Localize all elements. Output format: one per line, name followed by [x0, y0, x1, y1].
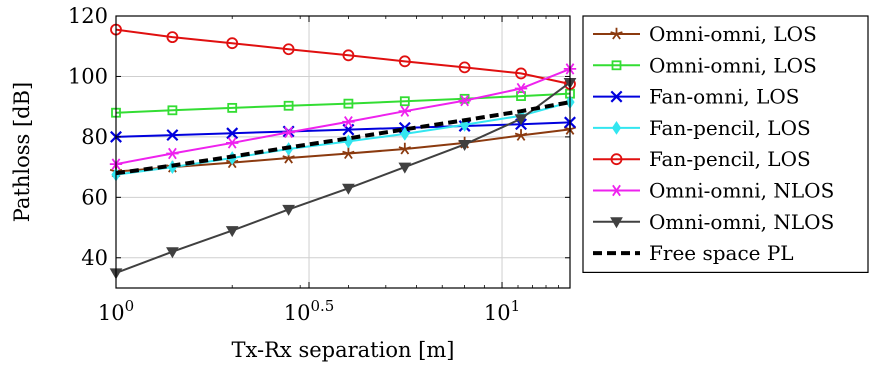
series-0 — [109, 123, 577, 178]
legend: Omni-omni, LOS Omni-omni, LOS Fan-omni, LO… — [582, 15, 869, 273]
series-7 — [115, 100, 571, 176]
legend-frame — [582, 15, 869, 273]
legend-entry-7: Free space PL — [593, 241, 794, 265]
series-4-point-6 — [458, 61, 471, 74]
series-0-point-7 — [514, 129, 528, 141]
x-tick-label-0: 100 — [98, 297, 134, 325]
series-6-point-1 — [166, 247, 179, 259]
legend-label-5: Omni-omni, NLOS — [649, 179, 834, 203]
series-4-point-1 — [166, 31, 179, 44]
series-4 — [110, 23, 576, 90]
legend-marker-4 — [610, 153, 623, 166]
series-4-point-2 — [226, 37, 239, 50]
legend-entry-5: Omni-omni, NLOS — [593, 179, 834, 203]
legend-label-3: Fan-pencil, LOS — [649, 116, 811, 140]
series-line-7 — [115, 100, 571, 176]
series-4-point-3 — [282, 43, 295, 56]
plot-frame — [115, 15, 571, 289]
series-5-point-2 — [226, 137, 239, 149]
legend-marker-1 — [611, 60, 622, 71]
legend-label-1: Omni-omni, LOS — [649, 53, 817, 77]
y-tick-label-1: 60 — [81, 185, 108, 209]
legend-entry-3: Fan-pencil, LOS — [593, 116, 811, 140]
series-layer — [109, 23, 577, 280]
y-tick-label-4: 120 — [68, 4, 108, 28]
y-axis-title: Pathloss [dB] — [10, 82, 34, 223]
series-5-point-6 — [458, 94, 471, 107]
grid-lines — [115, 15, 570, 288]
series-1-point-2 — [227, 102, 238, 113]
series-1-point-4 — [343, 98, 354, 109]
x-tick-label-2: 101 — [484, 297, 520, 325]
series-4-point-5 — [398, 55, 411, 68]
series-3-point-5 — [400, 126, 410, 141]
series-5-point-3 — [282, 126, 295, 139]
y-tick-label-3: 100 — [68, 64, 108, 88]
series-1-point-7 — [516, 91, 526, 101]
series-6-point-2 — [225, 226, 239, 238]
series-6 — [109, 77, 577, 280]
series-1-point-1 — [167, 105, 178, 116]
x-tick-label-1: 100.5 — [284, 297, 335, 325]
legend-marker-6 — [610, 217, 623, 229]
legend-marker-2 — [610, 90, 623, 103]
series-0-point-5 — [398, 142, 411, 155]
legend-entry-0: Omni-omni, LOS — [593, 22, 817, 46]
x-axis-ticks: 100 100.5 101 — [98, 16, 571, 325]
series-1-point-3 — [283, 100, 294, 111]
series-6-point-5 — [398, 162, 412, 174]
y-axis-ticks: 40 60 80 100 120 — [68, 4, 570, 270]
series-5-point-5 — [398, 105, 412, 117]
legend-entry-1: Omni-omni, LOS — [593, 53, 817, 77]
legend-entry-4: Fan-pencil, LOS — [593, 147, 811, 171]
series-6-point-4 — [342, 183, 355, 195]
series-5-point-7 — [514, 82, 528, 95]
series-5-point-4 — [342, 116, 355, 128]
legend-label-0: Omni-omni, LOS — [649, 22, 817, 46]
legend-marker-0 — [610, 27, 623, 40]
legend-marker-3 — [611, 120, 622, 135]
x-axis-title: Tx-Rx separation [m] — [232, 338, 455, 362]
y-tick-label-2: 80 — [81, 125, 108, 149]
series-4-point-4 — [342, 49, 355, 62]
series-5-point-1 — [166, 147, 179, 160]
legend-marker-5 — [610, 184, 623, 197]
series-0-point-4 — [342, 147, 355, 160]
legend-label-2: Fan-omni, LOS — [649, 85, 799, 109]
y-tick-label-0: 40 — [81, 246, 108, 270]
series-line-4 — [115, 28, 571, 85]
series-6-point-3 — [282, 204, 295, 216]
series-2-point-2 — [226, 127, 239, 140]
series-1-point-5 — [399, 96, 410, 107]
series-4-point-7 — [515, 67, 527, 80]
series-line-1 — [115, 92, 571, 114]
series-1 — [111, 88, 575, 118]
series-2-point-1 — [166, 129, 179, 142]
legend-label-6: Omni-omni, NLOS — [649, 210, 834, 234]
legend-entry-6: Omni-omni, NLOS — [593, 210, 834, 234]
series-6-point-7 — [514, 114, 528, 126]
series-6-point-6 — [458, 139, 471, 151]
legend-label-7: Free space PL — [649, 241, 794, 265]
legend-label-4: Fan-pencil, LOS — [649, 147, 811, 171]
legend-entry-2: Fan-omni, LOS — [593, 85, 799, 109]
